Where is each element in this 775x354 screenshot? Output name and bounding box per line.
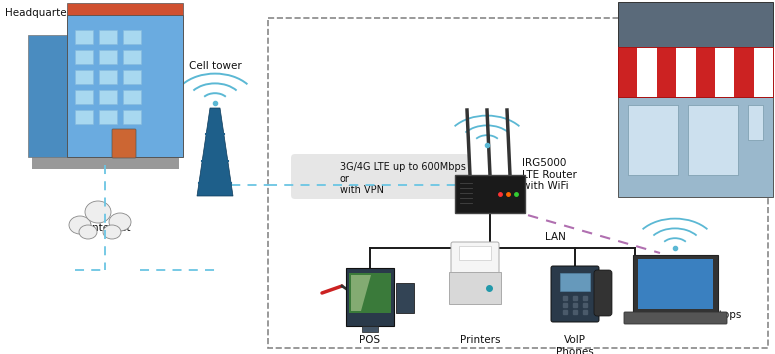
FancyBboxPatch shape	[551, 266, 599, 322]
Text: Internet: Internet	[89, 223, 131, 233]
Bar	[123, 50, 141, 64]
Bar	[560, 273, 590, 291]
Bar	[618, 47, 637, 97]
FancyBboxPatch shape	[291, 154, 469, 199]
Bar	[99, 30, 117, 44]
Bar	[449, 272, 501, 304]
Bar	[123, 70, 141, 84]
Bar	[75, 90, 93, 104]
Text: 3G/4G LTE up to 600Mbps
or
with VPN: 3G/4G LTE up to 600Mbps or with VPN	[340, 162, 466, 195]
Bar	[268, 18, 768, 348]
Text: VoIP
Phones: VoIP Phones	[556, 335, 594, 354]
FancyBboxPatch shape	[624, 312, 727, 324]
FancyBboxPatch shape	[112, 129, 136, 158]
Bar	[676, 47, 695, 97]
Bar	[618, 97, 773, 197]
Bar	[32, 157, 179, 169]
Bar	[628, 105, 678, 175]
Ellipse shape	[85, 201, 111, 223]
Bar	[346, 268, 394, 326]
Bar	[67, 15, 183, 157]
Bar	[748, 105, 763, 140]
Bar	[633, 255, 718, 313]
Bar	[123, 110, 141, 124]
Bar	[618, 2, 773, 47]
Text: POS: POS	[360, 335, 381, 345]
Bar	[123, 30, 141, 44]
Text: Headquarters: Headquarters	[5, 8, 77, 18]
Text: Printers: Printers	[460, 335, 500, 345]
Polygon shape	[351, 275, 371, 311]
Bar	[638, 259, 713, 309]
Bar	[123, 90, 141, 104]
Bar	[637, 47, 656, 97]
Ellipse shape	[79, 225, 97, 239]
Bar	[67, 3, 183, 15]
Text: Pop-up store
or
branch location: Pop-up store or branch location	[736, 164, 775, 196]
Text: Wifi
Laptops: Wifi Laptops	[700, 298, 742, 320]
Text: IRG5000
LTE Router
with WiFi: IRG5000 LTE Router with WiFi	[522, 158, 577, 191]
Bar	[99, 50, 117, 64]
Bar	[75, 70, 93, 84]
Bar	[349, 273, 391, 313]
Bar	[99, 110, 117, 124]
Bar	[695, 47, 715, 97]
Bar	[75, 50, 93, 64]
Bar	[362, 326, 378, 332]
FancyBboxPatch shape	[451, 242, 499, 274]
Bar	[396, 283, 414, 313]
Bar	[688, 105, 738, 175]
Polygon shape	[197, 108, 233, 196]
Ellipse shape	[103, 225, 121, 239]
FancyBboxPatch shape	[594, 270, 612, 316]
Ellipse shape	[109, 213, 131, 231]
Bar	[734, 47, 753, 97]
Bar	[75, 30, 93, 44]
Bar	[459, 246, 491, 260]
Bar	[75, 110, 93, 124]
Ellipse shape	[69, 216, 91, 234]
Bar	[28, 35, 79, 157]
Bar	[618, 47, 773, 97]
Text: LAN: LAN	[545, 232, 566, 242]
Bar	[455, 175, 525, 213]
Bar	[99, 70, 117, 84]
Text: Cell tower: Cell tower	[188, 61, 241, 71]
Bar	[753, 47, 773, 97]
Bar	[99, 90, 117, 104]
Bar	[656, 47, 676, 97]
Bar	[715, 47, 734, 97]
